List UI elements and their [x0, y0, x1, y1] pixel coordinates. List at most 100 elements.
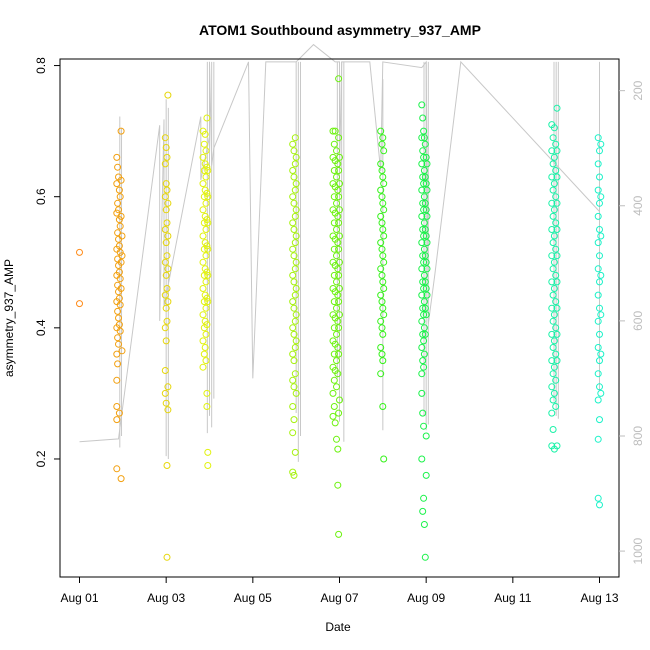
point-3-10	[200, 140, 208, 148]
point-2-31	[163, 553, 171, 561]
point-1-29	[115, 242, 123, 250]
x-tick-label-3: Aug 07	[320, 591, 358, 605]
point-1-35	[116, 222, 124, 230]
point-3-51	[204, 271, 212, 279]
point-5-68	[336, 153, 343, 161]
point-7-59	[422, 232, 430, 240]
point-5-72	[336, 258, 343, 266]
point-6-14	[378, 245, 386, 253]
point-7-1	[418, 134, 426, 142]
point-5-16	[330, 245, 338, 253]
point-8-37	[552, 140, 560, 148]
point-4-37	[292, 180, 300, 188]
point-9-4	[594, 239, 602, 247]
point-5-18	[330, 298, 338, 306]
point-3-2	[199, 180, 207, 188]
point-6-3	[377, 212, 385, 220]
point-7-10	[418, 370, 426, 378]
point-2-23	[163, 462, 171, 469]
point-9-1	[594, 160, 602, 168]
point-2-13	[162, 271, 170, 279]
point-3-34	[202, 304, 210, 312]
point-6-1	[377, 160, 385, 168]
point-4-38	[292, 206, 300, 214]
point-7-22	[419, 357, 427, 365]
point-1-1	[113, 180, 121, 188]
point-5-38	[333, 252, 340, 260]
point-7-44	[420, 324, 428, 332]
point-5-21	[330, 376, 338, 384]
point-6-35	[380, 311, 388, 319]
point-1-34	[116, 193, 124, 201]
point-4-2	[289, 193, 297, 201]
point-5-70	[336, 206, 343, 214]
series-4	[289, 134, 300, 479]
point-9-15	[596, 199, 603, 207]
point-4-23	[290, 416, 298, 424]
point-6-17	[378, 324, 386, 332]
point-8-27	[550, 180, 558, 188]
point-7-35	[420, 422, 428, 430]
point-4-9	[289, 376, 297, 384]
point-4-14	[290, 173, 298, 181]
point-6-12	[378, 193, 386, 201]
series-1	[113, 127, 126, 483]
point-5-41	[333, 330, 340, 338]
point-8-10	[548, 383, 556, 391]
point-1-25	[115, 314, 122, 322]
point-3-37	[203, 114, 211, 122]
point-3-48	[204, 193, 212, 201]
point-6-25	[379, 304, 387, 312]
point-8-48	[553, 104, 561, 112]
point-3-4	[199, 232, 207, 240]
point-4-17	[290, 252, 298, 260]
point-8-42	[552, 271, 560, 279]
point-4-29	[291, 239, 299, 247]
point-7-45	[420, 350, 428, 358]
point-5-75	[336, 396, 343, 404]
series-0	[76, 248, 83, 308]
point-2-18	[163, 186, 171, 194]
point-7-2	[418, 160, 426, 168]
point-1-7	[113, 350, 121, 358]
point-8-53	[553, 252, 561, 260]
point-5-15	[330, 219, 338, 227]
point-8-54	[553, 278, 561, 286]
point-9-9	[594, 370, 602, 378]
point-6-30	[380, 180, 388, 188]
point-9-22	[596, 383, 603, 391]
point-8-5	[548, 252, 556, 260]
point-7-15	[419, 173, 427, 181]
point-4-43	[292, 337, 300, 345]
point-3-30	[202, 199, 210, 207]
point-7-41	[420, 245, 428, 253]
point-3-44	[203, 321, 211, 329]
point-8-16	[549, 212, 557, 220]
point-3-49	[204, 219, 212, 227]
point-2-4	[161, 258, 169, 266]
point-4-13	[290, 147, 298, 155]
point-1-12	[114, 163, 122, 171]
point-7-21	[419, 330, 427, 338]
series-9	[594, 134, 605, 509]
series-3	[199, 114, 212, 469]
point-5-19	[330, 324, 338, 332]
point-8-49	[553, 147, 561, 155]
point-9-0	[594, 134, 602, 142]
point-9-25	[597, 140, 605, 148]
point-9-6	[594, 291, 602, 299]
point-7-23	[419, 409, 427, 417]
point-9-17	[596, 252, 603, 260]
point-1-27	[115, 186, 123, 194]
point-5-71	[336, 232, 343, 240]
point-3-42	[203, 268, 211, 276]
x-tick-label-5: Aug 11	[494, 591, 531, 605]
point-8-47	[552, 403, 560, 410]
point-1-21	[115, 206, 122, 214]
point-7-17	[419, 226, 427, 233]
point-7-26	[420, 153, 428, 161]
point-7-65	[423, 160, 431, 168]
point-7-0	[418, 101, 426, 109]
point-9-23	[596, 416, 603, 424]
